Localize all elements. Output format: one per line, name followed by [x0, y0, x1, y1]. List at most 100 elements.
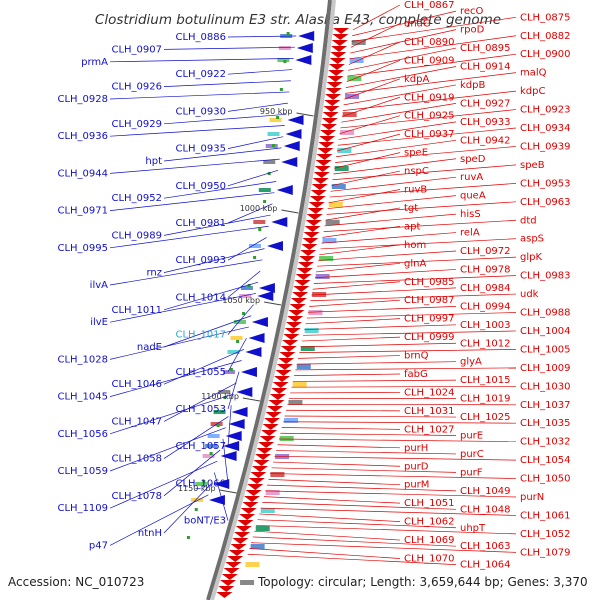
reverse-gene-label[interactable]: CLH_0993 — [175, 255, 226, 266]
reverse-gene-label[interactable]: CLH_1058 — [111, 454, 162, 465]
forward-gene-label[interactable]: fabG — [404, 369, 428, 380]
forward-gene-label[interactable]: CLH_1037 — [520, 400, 571, 411]
forward-gene-label[interactable]: CLH_0867 — [404, 0, 455, 11]
reverse-gene-label[interactable]: CLH_1056 — [57, 429, 108, 440]
forward-gene-label[interactable]: apt — [404, 221, 420, 232]
forward-gene-label[interactable]: purF — [460, 467, 483, 478]
reverse-gene-label[interactable]: CLH_1055 — [175, 367, 226, 378]
forward-gene-label[interactable]: CLH_0925 — [404, 111, 455, 122]
reverse-gene-label[interactable]: CLH_0995 — [57, 243, 108, 254]
forward-gene-label[interactable]: CLH_0988 — [520, 308, 571, 319]
forward-gene-label[interactable]: CLH_0914 — [460, 62, 511, 73]
forward-gene-label[interactable]: glpK — [520, 252, 542, 263]
reverse-gene-label[interactable]: CLH_1078 — [111, 491, 162, 502]
reverse-gene-label[interactable]: CLH_0930 — [175, 106, 226, 117]
forward-gene-label[interactable]: tgt — [404, 203, 418, 214]
forward-gene-label[interactable]: CLH_1024 — [404, 387, 455, 398]
forward-gene-label[interactable]: CLH_1025 — [460, 412, 511, 423]
forward-gene-label[interactable]: CLH_0875 — [520, 12, 571, 23]
forward-gene-label[interactable]: ruvA — [460, 172, 483, 183]
reverse-gene-label[interactable]: CLH_0926 — [111, 82, 162, 93]
forward-gene-label[interactable]: speD — [460, 154, 486, 165]
forward-gene-label[interactable]: CLH_0983 — [520, 271, 571, 282]
reverse-gene-label[interactable]: CLH_1047 — [111, 416, 162, 427]
reverse-gene-label[interactable]: CLH_1057 — [175, 441, 226, 452]
forward-gene-label[interactable]: hisS — [460, 209, 481, 220]
forward-gene-label[interactable]: CLH_0882 — [520, 31, 571, 42]
forward-gene-label[interactable]: CLH_0963 — [520, 197, 571, 208]
forward-gene-label[interactable]: CLH_0972 — [460, 246, 511, 257]
forward-gene-label[interactable]: CLH_0919 — [404, 92, 455, 103]
forward-gene-label[interactable]: CLH_0933 — [460, 117, 511, 128]
reverse-gene-label[interactable]: ilvA — [90, 280, 108, 291]
reverse-gene-label[interactable]: CLH_1109 — [57, 503, 108, 514]
forward-gene-label[interactable]: udk — [520, 289, 539, 300]
reverse-gene-label[interactable]: CLH_1059 — [57, 466, 108, 477]
forward-gene-label[interactable]: kdpB — [460, 80, 485, 91]
forward-gene-label[interactable]: CLH_1012 — [460, 338, 511, 349]
forward-gene-label[interactable]: CLH_1050 — [520, 474, 571, 485]
forward-gene-label[interactable]: relA — [460, 228, 480, 239]
reverse-gene-label[interactable]: CLH_0944 — [57, 168, 108, 179]
forward-gene-label[interactable]: purH — [404, 443, 428, 454]
reverse-gene-label[interactable]: CLH_0935 — [175, 144, 226, 155]
reverse-gene-label[interactable]: CLH_1046 — [111, 379, 162, 390]
forward-gene-label[interactable]: CLH_0927 — [460, 98, 511, 109]
reverse-gene-label[interactable]: nadE — [137, 342, 162, 353]
reverse-gene-label[interactable]: CLH_0952 — [111, 193, 162, 204]
forward-gene-label[interactable]: CLH_0985 — [404, 277, 455, 288]
forward-gene-label[interactable]: malQ — [520, 68, 547, 79]
forward-gene-label[interactable]: CLH_0939 — [520, 141, 571, 152]
forward-gene-label[interactable]: CLH_0890 — [404, 37, 455, 48]
forward-gene-label[interactable]: uhpT — [460, 523, 486, 534]
forward-gene-label[interactable]: CLH_1035 — [520, 418, 571, 429]
forward-gene-label[interactable]: dnaG — [404, 18, 431, 29]
forward-gene-label[interactable]: CLH_1005 — [520, 344, 571, 355]
reverse-gene-label[interactable]: CLH_0936 — [57, 131, 108, 142]
reverse-gene-label[interactable]: boNT/E3 — [184, 516, 226, 527]
forward-gene-label[interactable]: brnQ — [404, 351, 429, 362]
reverse-gene-label[interactable]: prmA — [81, 57, 108, 68]
forward-gene-label[interactable]: glyA — [460, 357, 482, 368]
forward-gene-label[interactable]: speB — [520, 160, 545, 171]
forward-gene-label[interactable]: CLH_1064 — [460, 560, 511, 571]
forward-gene-label[interactable]: CLH_1049 — [460, 486, 511, 497]
forward-gene-label[interactable]: recO — [460, 6, 484, 17]
reverse-gene-label[interactable]: CLH_0929 — [111, 119, 162, 130]
forward-gene-label[interactable]: CLH_1019 — [460, 394, 511, 405]
forward-gene-label[interactable]: CLH_0934 — [520, 123, 571, 134]
reverse-gene-label[interactable]: CLH_0928 — [57, 94, 108, 105]
forward-gene-label[interactable]: CLH_1069 — [404, 535, 455, 546]
reverse-gene-label[interactable]: ilvE — [90, 317, 108, 328]
forward-gene-label[interactable]: CLH_1051 — [404, 498, 455, 509]
forward-gene-label[interactable]: rpoD — [460, 25, 485, 36]
forward-gene-label[interactable]: CLH_1054 — [520, 455, 571, 466]
reverse-gene-label[interactable]: CLH_0886 — [175, 32, 226, 43]
forward-gene-label[interactable]: nspC — [404, 166, 429, 177]
reverse-gene-label[interactable]: CLH_1017 — [175, 330, 226, 341]
forward-gene-label[interactable]: CLH_1009 — [520, 363, 571, 374]
forward-gene-label[interactable]: CLH_1063 — [460, 541, 511, 552]
forward-gene-label[interactable]: CLH_1004 — [520, 326, 571, 337]
forward-gene-label[interactable]: CLH_1015 — [460, 375, 511, 386]
forward-gene-label[interactable]: CLH_1048 — [460, 504, 511, 515]
forward-gene-label[interactable]: aspS — [520, 234, 544, 245]
reverse-gene-label[interactable]: CLH_1028 — [57, 354, 108, 365]
forward-gene-label[interactable]: CLH_0953 — [520, 178, 571, 189]
forward-gene-label[interactable]: purD — [404, 461, 429, 472]
forward-gene-label[interactable]: CLH_0994 — [460, 301, 511, 312]
forward-gene-label[interactable]: CLH_0942 — [460, 135, 511, 146]
forward-gene-label[interactable]: CLH_0984 — [460, 283, 511, 294]
reverse-gene-label[interactable]: CLH_1045 — [57, 392, 108, 403]
reverse-gene-label[interactable]: CLH_0907 — [111, 44, 162, 55]
forward-gene-label[interactable]: CLH_1052 — [520, 529, 571, 540]
forward-gene-label[interactable]: CLH_1070 — [404, 554, 455, 565]
reverse-gene-label[interactable]: CLH_0981 — [175, 218, 226, 229]
reverse-gene-label[interactable]: hpt — [145, 156, 162, 167]
forward-gene-label[interactable]: purN — [520, 492, 544, 503]
forward-gene-label[interactable]: CLH_0895 — [460, 43, 511, 54]
forward-gene-label[interactable]: CLH_0900 — [520, 49, 571, 60]
reverse-gene-label[interactable]: CLH_1060 — [175, 478, 226, 489]
forward-gene-label[interactable]: purC — [460, 449, 484, 460]
reverse-gene-label[interactable]: p47 — [89, 540, 108, 551]
